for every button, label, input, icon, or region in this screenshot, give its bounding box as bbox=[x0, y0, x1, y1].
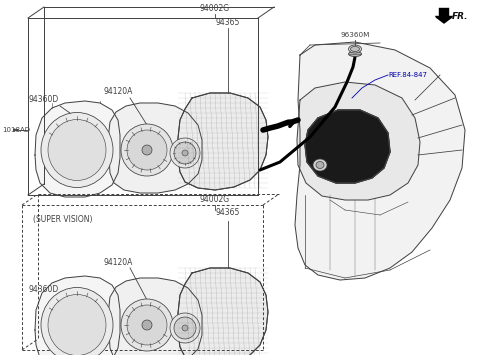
Ellipse shape bbox=[48, 120, 106, 180]
Ellipse shape bbox=[41, 288, 113, 355]
Polygon shape bbox=[295, 42, 465, 280]
Text: 94365: 94365 bbox=[216, 18, 240, 27]
Polygon shape bbox=[305, 110, 390, 183]
Text: 94360D: 94360D bbox=[29, 285, 59, 294]
Text: FR.: FR. bbox=[452, 12, 468, 21]
Ellipse shape bbox=[174, 142, 196, 164]
Ellipse shape bbox=[174, 317, 196, 339]
Text: 94120A: 94120A bbox=[103, 258, 132, 267]
Ellipse shape bbox=[182, 325, 188, 331]
Polygon shape bbox=[108, 103, 202, 193]
Ellipse shape bbox=[182, 150, 188, 156]
Ellipse shape bbox=[142, 145, 152, 155]
Ellipse shape bbox=[348, 51, 361, 56]
Ellipse shape bbox=[127, 130, 167, 170]
Ellipse shape bbox=[41, 113, 113, 187]
Polygon shape bbox=[436, 11, 452, 23]
Polygon shape bbox=[178, 93, 268, 190]
Text: 94365: 94365 bbox=[216, 208, 240, 217]
Text: 94360D: 94360D bbox=[29, 95, 59, 104]
Ellipse shape bbox=[348, 45, 361, 53]
Text: 96360M: 96360M bbox=[340, 32, 370, 38]
Ellipse shape bbox=[170, 138, 200, 168]
Text: (SUPER VISION): (SUPER VISION) bbox=[33, 215, 93, 224]
Text: 94002G: 94002G bbox=[200, 195, 230, 204]
Text: 1018AD: 1018AD bbox=[2, 127, 30, 133]
Ellipse shape bbox=[48, 295, 106, 355]
Polygon shape bbox=[108, 278, 202, 355]
Polygon shape bbox=[35, 101, 120, 197]
Text: REF.84-847: REF.84-847 bbox=[388, 72, 427, 78]
Ellipse shape bbox=[142, 320, 152, 330]
Text: 94002G: 94002G bbox=[200, 4, 230, 13]
Text: 94120A: 94120A bbox=[103, 87, 132, 96]
Ellipse shape bbox=[121, 124, 173, 176]
Ellipse shape bbox=[313, 159, 327, 171]
Polygon shape bbox=[297, 82, 420, 200]
Ellipse shape bbox=[316, 162, 324, 169]
Ellipse shape bbox=[121, 299, 173, 351]
FancyArrow shape bbox=[13, 129, 18, 131]
Polygon shape bbox=[35, 276, 120, 355]
Polygon shape bbox=[178, 268, 268, 355]
Polygon shape bbox=[435, 8, 453, 22]
Ellipse shape bbox=[170, 313, 200, 343]
Ellipse shape bbox=[127, 305, 167, 345]
Ellipse shape bbox=[350, 47, 360, 51]
